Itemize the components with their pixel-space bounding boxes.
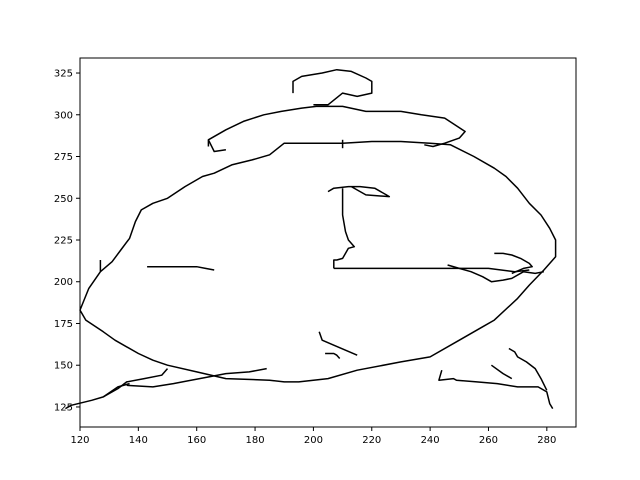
series-line-17 (508, 347, 548, 391)
series-line-7 (333, 267, 530, 273)
x-tick-label: 200 (304, 435, 323, 446)
x-tick-label: 240 (421, 435, 440, 446)
series-line-16 (438, 369, 554, 409)
x-tick-label: 160 (187, 435, 206, 446)
y-tick-label: 175 (54, 319, 73, 330)
series-line-9 (494, 252, 533, 275)
series-line-0 (79, 140, 557, 383)
y-tick-label: 275 (54, 152, 73, 163)
y-tick-label: 225 (54, 235, 73, 246)
y-tick-label: 325 (54, 69, 73, 80)
y-tick-label: 150 (54, 361, 73, 372)
series-line-1 (207, 105, 466, 148)
y-axis: 125 150 175 200 225 250 275 300 325 (54, 69, 80, 413)
y-tick-label: 200 (54, 277, 73, 288)
plot-frame (79, 57, 577, 428)
series-line-11 (325, 352, 341, 359)
y-tick-label: 125 (54, 402, 73, 413)
series-line-3 (207, 139, 227, 153)
x-tick-label: 220 (362, 435, 381, 446)
series-line-8 (447, 264, 545, 283)
series-line-13 (126, 367, 267, 388)
y-tick-label: 250 (54, 194, 73, 205)
series-line-10 (318, 331, 358, 356)
x-tick-label: 260 (479, 435, 498, 446)
x-tick-label: 280 (537, 435, 556, 446)
x-axis: 120 140 160 180 200 220 240 260 280 (70, 427, 556, 446)
x-tick-label: 140 (129, 435, 148, 446)
series-line-2 (292, 68, 373, 106)
x-tick-label: 180 (246, 435, 265, 446)
chart-marks (65, 68, 557, 410)
series-line-18 (490, 364, 513, 380)
series-line-4 (147, 265, 215, 271)
series-line-5 (327, 185, 391, 198)
series-line-6 (333, 188, 356, 269)
series-line-15 (102, 368, 169, 398)
x-tick-label: 120 (70, 435, 89, 446)
y-tick-label: 300 (54, 110, 73, 121)
